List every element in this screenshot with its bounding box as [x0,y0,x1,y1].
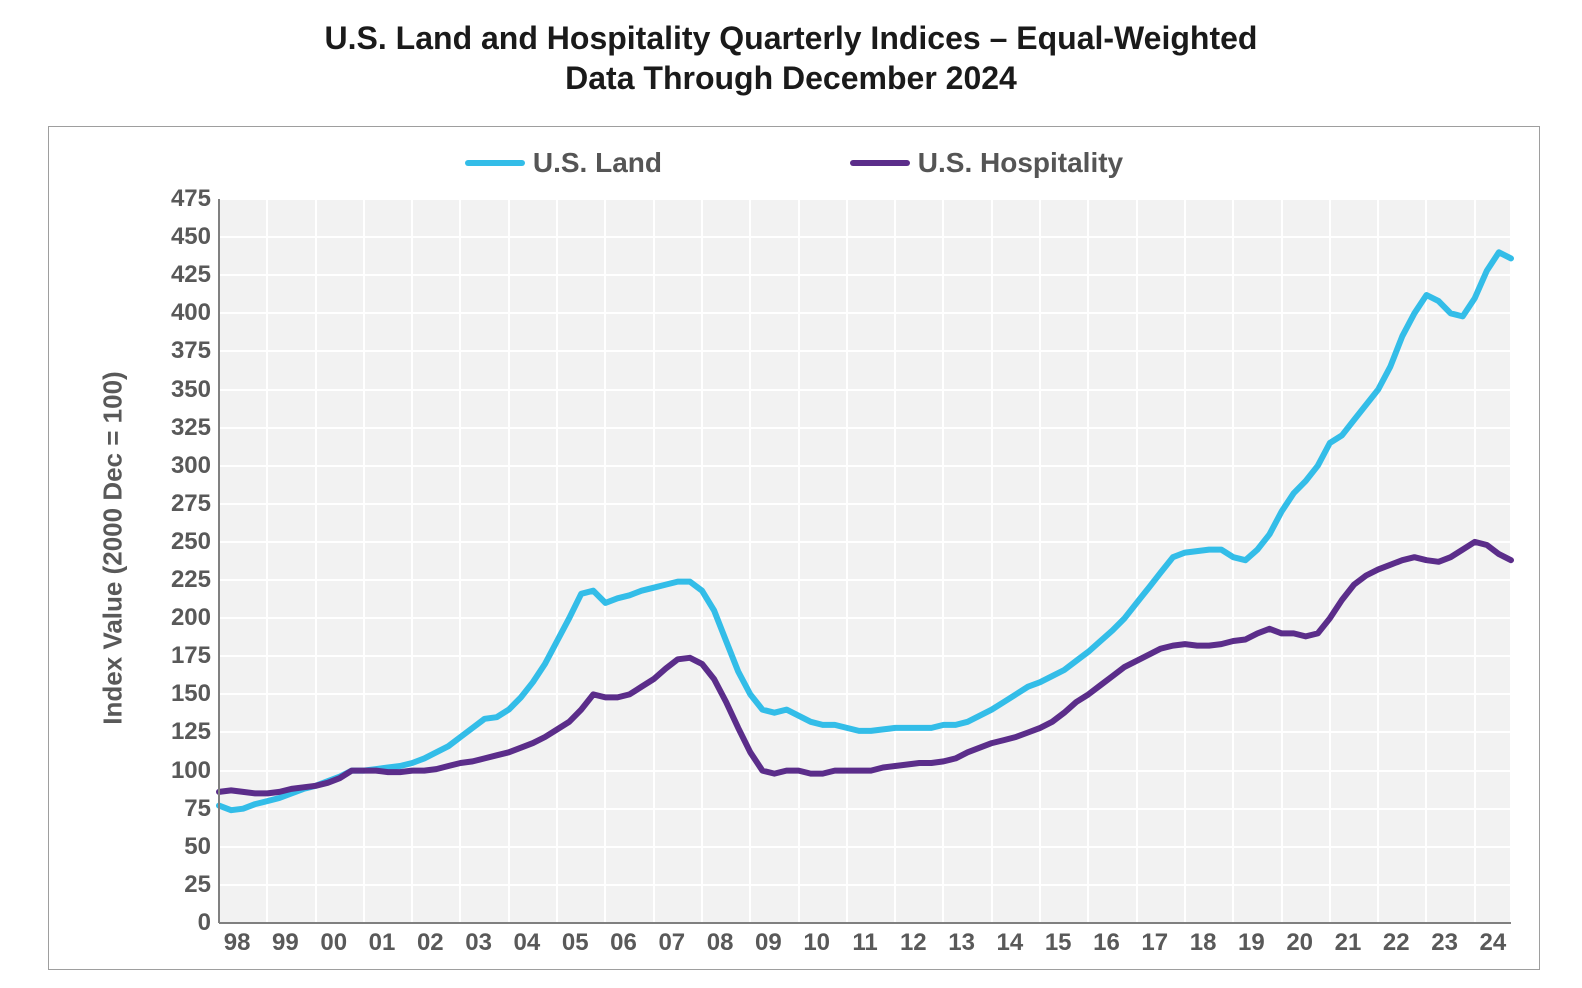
y-tick-label: 475 [171,185,211,213]
x-tick-label: 21 [1335,929,1362,957]
y-tick-label: 225 [171,566,211,594]
x-tick-label: 03 [465,929,492,957]
x-tick-label: 23 [1431,929,1458,957]
x-tick-label: 12 [900,929,927,957]
y-tick-label: 250 [171,528,211,556]
x-tick-label: 22 [1383,929,1410,957]
y-axis-title: Index Value (2000 Dec = 100) [98,371,129,724]
x-tick-label: 02 [417,929,444,957]
y-tick-label: 100 [171,757,211,785]
x-tick-label: 07 [658,929,685,957]
plot-area: 0255075100125150175200225250275300325350… [219,199,1511,923]
legend-swatch-land [465,160,525,166]
x-tick-label: 20 [1286,929,1313,957]
x-tick-label: 01 [369,929,396,957]
y-tick-label: 400 [171,299,211,327]
legend-item-land: U.S. Land [465,147,662,179]
x-tick-label: 11 [852,929,877,957]
y-axis-line [218,199,220,923]
y-tick-label: 275 [171,490,211,518]
y-tick-label: 350 [171,376,211,404]
x-tick-label: 18 [1190,929,1217,957]
y-tick-label: 0 [198,909,211,937]
series-svg [219,199,1511,923]
legend-item-hospitality: U.S. Hospitality [850,147,1123,179]
x-tick-label: 00 [320,929,347,957]
chart-title-line-1: U.S. Land and Hospitality Quarterly Indi… [0,18,1582,58]
x-tick-label: 99 [272,929,299,957]
x-tick-label: 17 [1141,929,1168,957]
y-tick-label: 375 [171,337,211,365]
legend-swatch-hospitality [850,160,910,166]
y-tick-label: 200 [171,604,211,632]
y-tick-label: 450 [171,223,211,251]
series-line-u-s-land [219,252,1511,810]
y-tick-label: 75 [184,795,211,823]
x-tick-label: 05 [562,929,589,957]
x-tick-label: 14 [997,929,1024,957]
x-tick-label: 09 [755,929,782,957]
chart-container: U.S. Land U.S. Hospitality Index Value (… [48,126,1540,970]
x-tick-label: 98 [224,929,251,957]
legend: U.S. Land U.S. Hospitality [49,141,1539,179]
page-root: U.S. Land and Hospitality Quarterly Indi… [0,0,1582,988]
y-tick-label: 325 [171,414,211,442]
y-tick-label: 175 [171,642,211,670]
y-tick-label: 25 [184,871,211,899]
x-tick-label: 19 [1238,929,1265,957]
y-tick-label: 150 [171,680,211,708]
legend-label-land: U.S. Land [533,147,662,179]
series-line-u-s-hospitality [219,542,1511,794]
y-tick-label: 125 [171,718,211,746]
x-tick-label: 15 [1045,929,1072,957]
chart-title-block: U.S. Land and Hospitality Quarterly Indi… [0,0,1582,98]
legend-label-hospitality: U.S. Hospitality [918,147,1123,179]
x-tick-label: 10 [803,929,830,957]
x-tick-label: 24 [1480,929,1507,957]
x-tick-label: 04 [514,929,541,957]
x-tick-label: 13 [948,929,975,957]
x-tick-label: 06 [610,929,637,957]
x-axis-line [219,922,1511,924]
y-tick-label: 300 [171,452,211,480]
x-tick-label: 16 [1093,929,1120,957]
x-tick-label: 08 [707,929,734,957]
y-tick-label: 50 [184,833,211,861]
chart-title-line-2: Data Through December 2024 [0,58,1582,98]
y-tick-label: 425 [171,261,211,289]
